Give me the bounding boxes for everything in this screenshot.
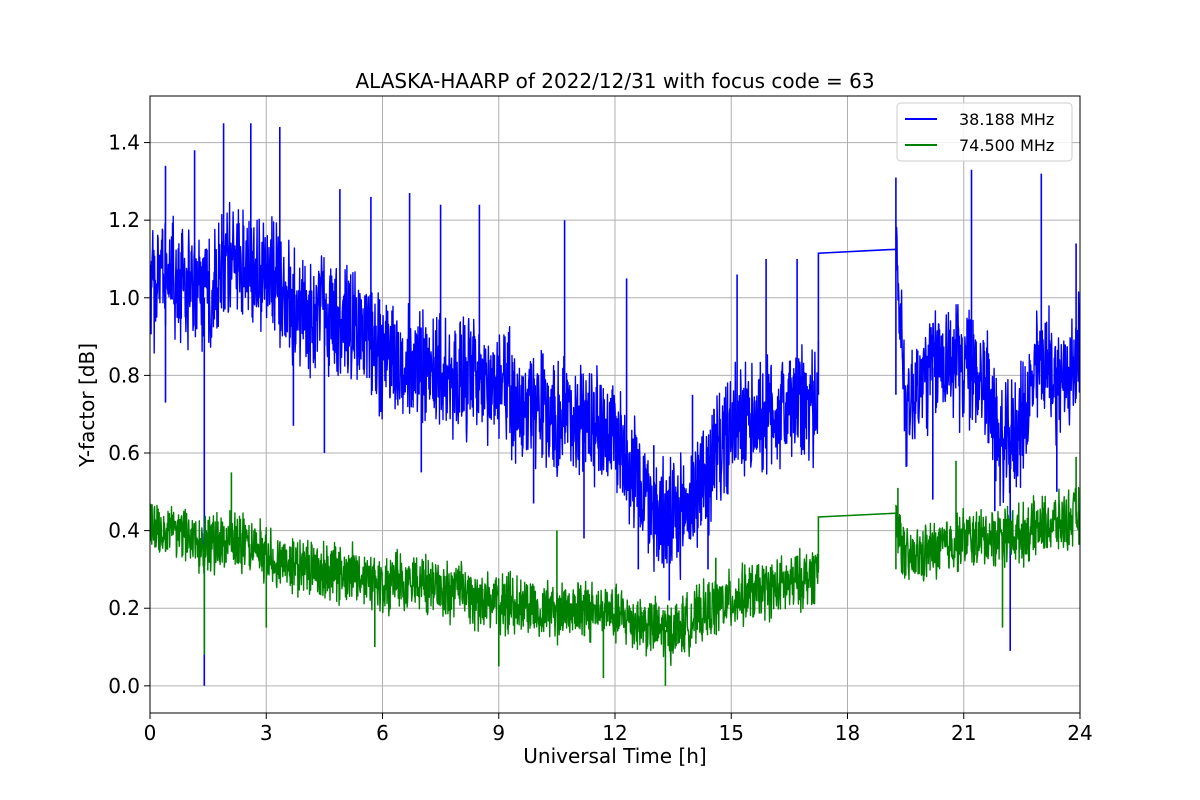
chart-title: ALASKA-HAARP of 2022/12/31 with focus co… (355, 69, 874, 93)
x-tick-label: 15 (719, 721, 744, 745)
y-tick-label: 0.0 (108, 674, 140, 698)
legend: 38.188 MHz 74.500 MHz (896, 102, 1073, 162)
series-1 (150, 123, 1080, 686)
x-tick-label: 12 (602, 721, 627, 745)
y-tick-label: 0.6 (108, 441, 140, 465)
x-tick-label: 0 (144, 721, 157, 745)
gap-connector (817, 512, 897, 570)
x-tick-label: 3 (260, 721, 273, 745)
series-trace (150, 201, 1080, 581)
x-tick-label: 6 (376, 721, 389, 745)
y-tick-label: 0.8 (108, 363, 140, 387)
x-axis: 0 3 6 9 12 15 18 21 24 (144, 713, 1093, 745)
x-tick-label: 18 (835, 721, 860, 745)
y-tick-label: 1.2 (108, 208, 140, 232)
legend-label: 38.188 MHz (959, 110, 1054, 129)
series-layer (150, 123, 1080, 686)
y-axis: 0.0 0.2 0.4 0.6 0.8 1.0 1.2 1.4 (108, 131, 150, 698)
legend-label: 74.500 MHz (959, 136, 1054, 155)
y-axis-label: Y-factor [dB] (75, 343, 99, 468)
x-tick-label: 21 (951, 721, 976, 745)
y-tick-label: 1.0 (108, 286, 140, 310)
y-tick-label: 1.4 (108, 131, 140, 155)
series-trace (150, 487, 1080, 667)
legend-box (896, 102, 1073, 162)
x-tick-label: 9 (492, 721, 505, 745)
x-tick-label: 24 (1067, 721, 1092, 745)
series-2 (150, 456, 1080, 686)
y-tick-label: 0.2 (108, 596, 140, 620)
y-tick-label: 0.4 (108, 519, 140, 543)
gap-connector (817, 248, 897, 395)
x-axis-label: Universal Time [h] (523, 744, 706, 768)
